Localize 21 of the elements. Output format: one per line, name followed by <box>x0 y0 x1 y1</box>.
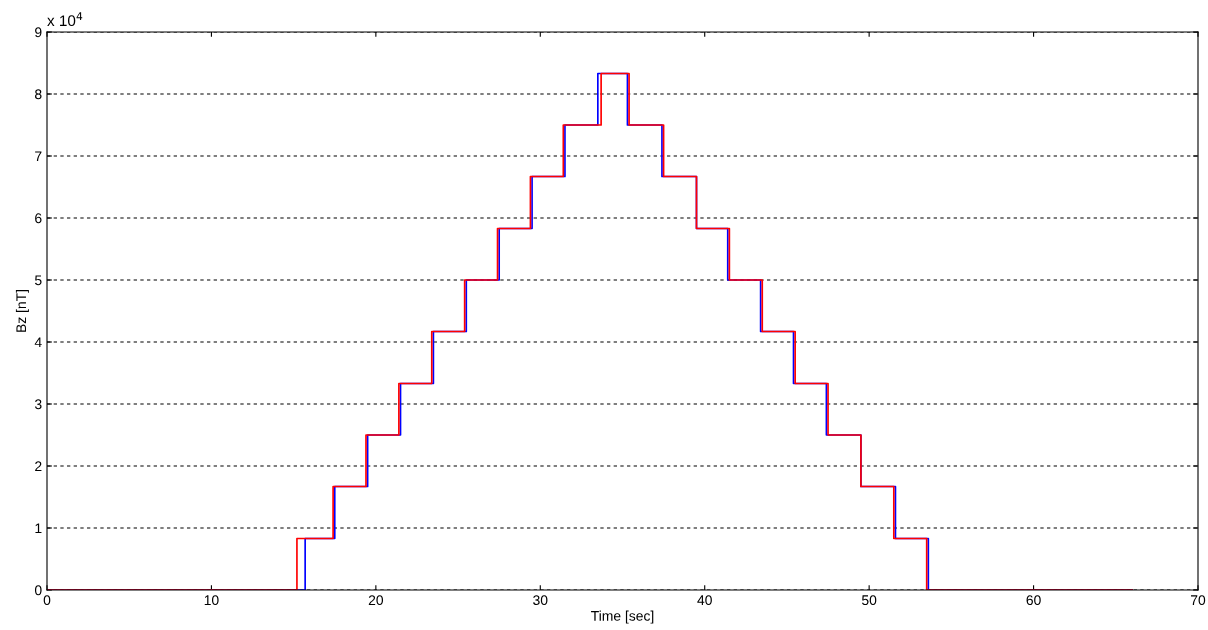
x-tick-label: 10 <box>204 595 219 606</box>
x-axis-title: Time [sec] <box>591 610 654 624</box>
y-tick-label: 4 <box>34 337 42 348</box>
x-tick-label: 20 <box>368 595 384 606</box>
x-tick-label: 50 <box>861 595 877 606</box>
text: x 10$^{4}$ <box>47 12 83 27</box>
y-tick-label: 2 <box>35 461 42 472</box>
y-tick-label: 6 <box>35 213 42 224</box>
y-tick-label: 8 <box>35 89 42 100</box>
y-tick-label: 1 <box>35 523 42 534</box>
x-tick-label: 60 <box>1026 595 1041 606</box>
x-tick-label: 30 <box>533 595 548 606</box>
y-axis-title: Bz [nT] <box>15 289 29 332</box>
y-tick-label: 9 <box>35 27 42 38</box>
y-tick-label: 3 <box>34 399 42 410</box>
y-tick-label: 5 <box>34 275 42 286</box>
x-tick-label: 0 <box>43 595 51 606</box>
y-tick-label: 7 <box>35 151 42 162</box>
x-tick-label: 70 <box>1190 595 1206 606</box>
x-tick-label: 40 <box>697 595 712 606</box>
y-tick-label: 0 <box>34 585 42 596</box>
